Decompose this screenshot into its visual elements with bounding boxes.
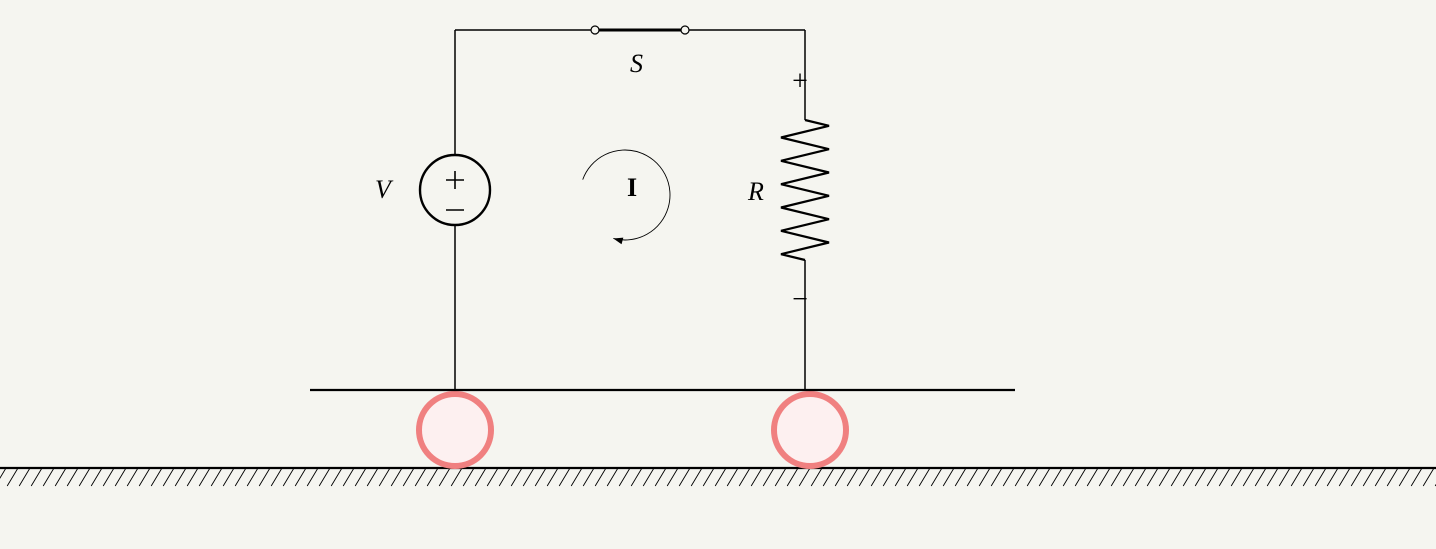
current-arrowhead [613, 238, 623, 245]
circuit-diagram: V S R + − I [0, 0, 1436, 549]
current-label: I [627, 173, 637, 202]
resistor-label: R [747, 177, 764, 206]
resistor-minus: − [792, 284, 808, 315]
voltage-source [420, 155, 490, 225]
resistor [781, 120, 829, 260]
wheel-1 [774, 394, 846, 466]
switch-terminal-left [591, 26, 599, 34]
wheel-0 [419, 394, 491, 466]
voltage-label: V [375, 175, 394, 204]
switch-label: S [630, 49, 643, 78]
switch-terminal-right [681, 26, 689, 34]
resistor-plus: + [792, 66, 808, 97]
